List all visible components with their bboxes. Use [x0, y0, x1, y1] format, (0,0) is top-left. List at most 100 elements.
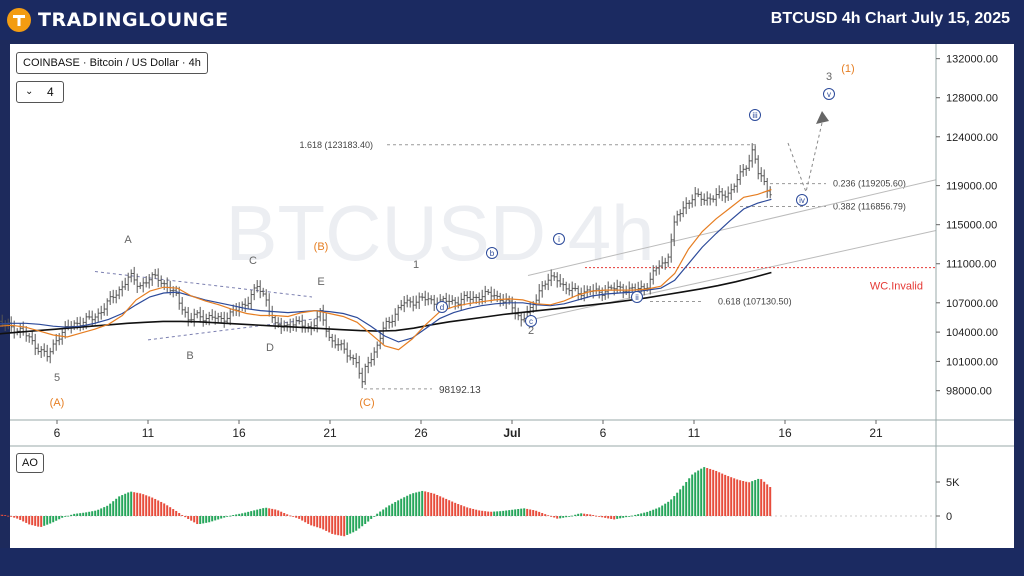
- ao-bar: [541, 513, 544, 516]
- ao-bar: [103, 507, 106, 516]
- time-tick-label: 16: [232, 426, 246, 440]
- ao-bar: [139, 493, 142, 516]
- ao-bar: [37, 516, 40, 527]
- ao-bar: [178, 513, 181, 516]
- wave-label-B: B: [186, 350, 193, 362]
- wave-label-b: b: [490, 249, 495, 258]
- ao-bar: [121, 495, 124, 516]
- low-label: 98192.13: [439, 385, 481, 396]
- ao-bar: [250, 511, 253, 516]
- ao-bar: [721, 473, 724, 516]
- logo-text: TRADINGLOUNGE: [38, 9, 229, 31]
- wave-label-A: A: [124, 234, 132, 246]
- ao-bar: [571, 515, 574, 517]
- ao-bar: [277, 510, 280, 516]
- ao-bar: [118, 496, 121, 516]
- ao-bar: [373, 516, 376, 517]
- ao-bar: [61, 516, 64, 518]
- ao-bar: [181, 515, 184, 516]
- ao-bar: [583, 513, 586, 516]
- ao-bar: [268, 508, 271, 516]
- wave-circle-iii: [749, 109, 761, 121]
- ao-bar: [727, 476, 730, 516]
- ao-bar: [127, 492, 130, 516]
- ao-bar: [631, 515, 634, 517]
- ao-bar: [148, 496, 151, 516]
- ao-bar: [313, 516, 316, 527]
- ao-bar: [160, 501, 163, 516]
- price-tick-label: 104000.00: [946, 327, 998, 339]
- ao-bar: [49, 516, 52, 524]
- ao-bar: [43, 516, 46, 526]
- ao-bar: [565, 516, 568, 518]
- ao-bar: [640, 513, 643, 516]
- wave-label-2: 2: [528, 325, 534, 337]
- ao-bar: [307, 516, 310, 524]
- fib-label: 1.618 (123183.40): [299, 140, 373, 150]
- ao-bar: [94, 510, 97, 516]
- ao-bar: [34, 516, 37, 526]
- ao-bar: [445, 498, 448, 516]
- ao-bar: [388, 505, 391, 516]
- invalidation-label: WC.Invalid: [870, 281, 923, 293]
- ao-bar: [151, 497, 154, 516]
- ao-bar: [523, 508, 526, 516]
- ao-indicator-label[interactable]: AO: [16, 453, 44, 473]
- ao-bar: [154, 498, 157, 516]
- ao-bar: [382, 509, 385, 516]
- ao-bar: [520, 508, 523, 516]
- ao-bar: [142, 494, 145, 516]
- footer-bar: [0, 548, 1024, 576]
- ao-bar: [499, 511, 502, 516]
- time-tick-label: 16: [778, 426, 792, 440]
- ao-bar: [625, 516, 628, 518]
- ao-bar: [715, 470, 718, 516]
- ao-bar: [415, 492, 418, 516]
- ao-bar: [289, 515, 292, 517]
- ao-bar: [232, 514, 235, 516]
- ao-bar: [115, 498, 118, 516]
- price-tick-label: 111000.00: [946, 259, 996, 271]
- ao-bar: [106, 505, 109, 516]
- ao-bar: [85, 512, 88, 516]
- ao-bar: [568, 516, 571, 517]
- symbol-label[interactable]: COINBASE · Bitcoin / US Dollar · 4h: [16, 52, 208, 74]
- ao-bar: [496, 511, 499, 516]
- ao-bar: [628, 516, 631, 517]
- ao-bar: [130, 491, 133, 516]
- ao-bar: [208, 516, 211, 523]
- ao-bar: [211, 516, 214, 522]
- ao-bar: [322, 516, 325, 530]
- ao-bar: [190, 516, 193, 521]
- ao-bar: [88, 511, 91, 516]
- wave-label-(A): (A): [50, 397, 65, 409]
- ao-bar: [637, 514, 640, 516]
- wave-label-d: d: [440, 303, 444, 312]
- ao-bar: [676, 492, 679, 516]
- ao-bar: [193, 516, 196, 523]
- ao-bar: [82, 512, 85, 516]
- ao-bar: [16, 516, 19, 519]
- ao-bar: [247, 511, 250, 516]
- ao-bar: [394, 502, 397, 516]
- ao-bar: [304, 516, 307, 523]
- ao-bar: [667, 501, 670, 516]
- price-tick-label: 98000.00: [946, 386, 992, 398]
- ao-bar: [547, 515, 550, 517]
- wave-label-iv: iv: [799, 196, 805, 205]
- wave-label-(B): (B): [314, 241, 329, 253]
- wave-circle-v: [823, 88, 835, 100]
- ao-bar: [256, 509, 259, 516]
- ao-bar: [688, 478, 691, 516]
- ao-bar: [562, 516, 565, 518]
- indicator-count-toggle[interactable]: ⌄ 4: [16, 81, 64, 103]
- ao-bar: [481, 510, 484, 516]
- ao-bar: [52, 516, 55, 523]
- ao-bar: [349, 516, 352, 534]
- wave-label-3: 3: [826, 71, 832, 83]
- ao-bar: [412, 493, 415, 516]
- ao-bar: [739, 480, 742, 516]
- ao-bar: [751, 481, 754, 516]
- price-tick-label: 132000.00: [946, 54, 998, 66]
